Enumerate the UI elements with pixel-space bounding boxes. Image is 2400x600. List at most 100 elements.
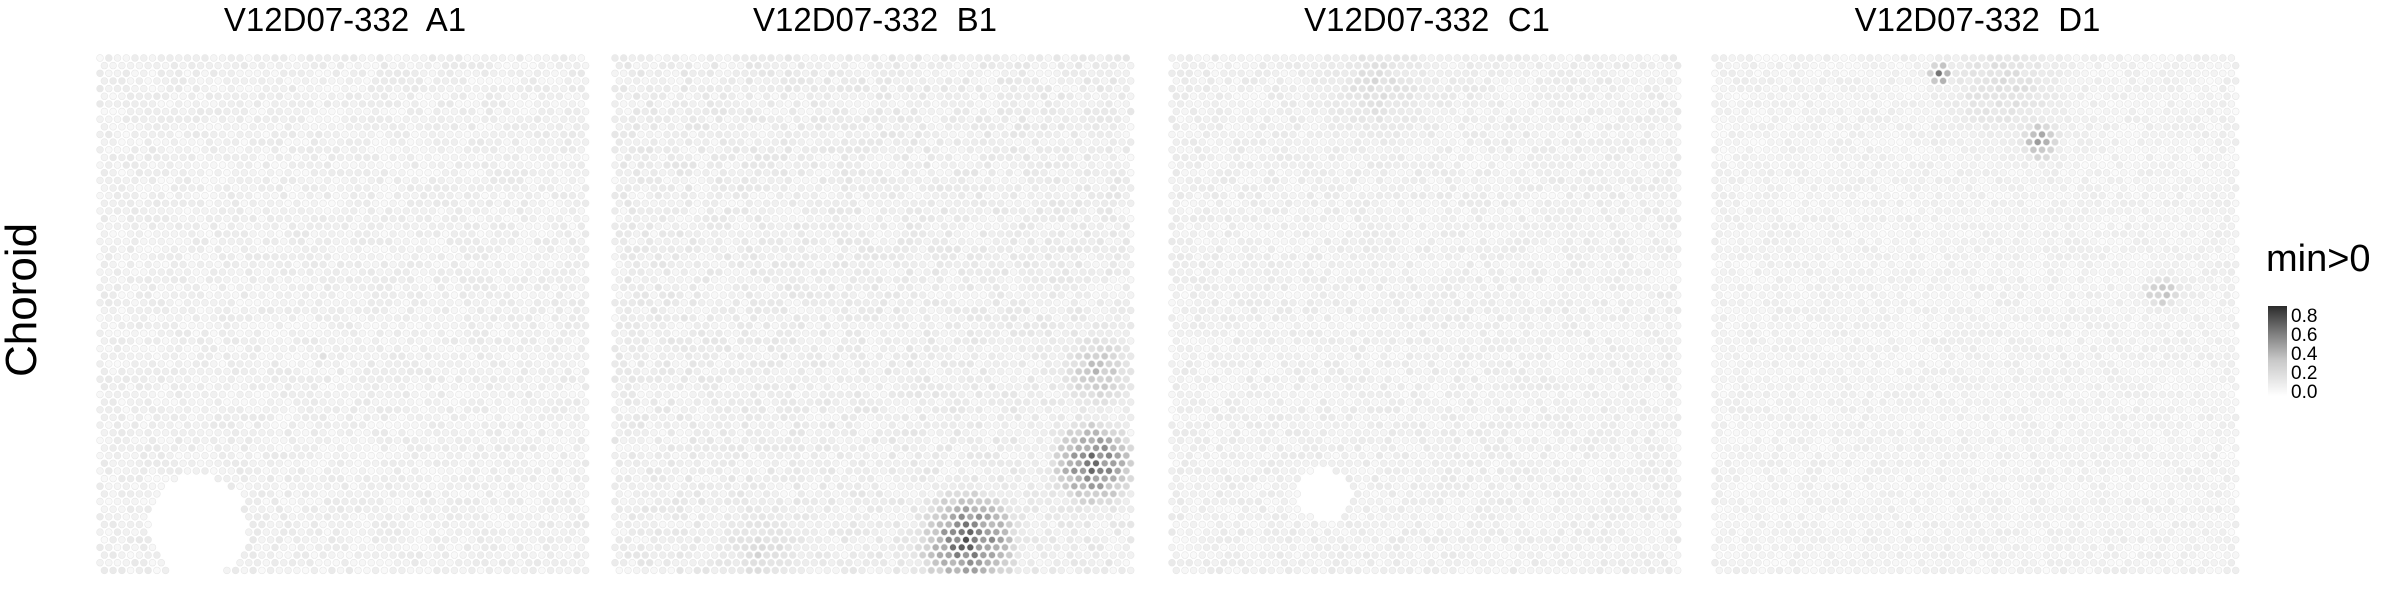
spot xyxy=(371,490,380,498)
spot xyxy=(367,375,375,383)
spot xyxy=(293,505,301,513)
spot xyxy=(166,161,174,169)
spot xyxy=(428,390,437,399)
spot xyxy=(1018,69,1026,78)
spot xyxy=(684,138,693,146)
spot xyxy=(564,520,572,529)
spot xyxy=(323,237,332,246)
spot xyxy=(363,551,371,559)
spot xyxy=(433,337,441,345)
spot xyxy=(306,161,314,169)
spot xyxy=(931,100,940,108)
spot xyxy=(441,505,450,513)
spot xyxy=(507,268,515,276)
spot xyxy=(135,184,144,192)
spot xyxy=(153,429,161,437)
spot xyxy=(490,268,498,276)
spot xyxy=(332,176,340,185)
spot xyxy=(910,92,918,100)
spot xyxy=(784,176,792,185)
spot xyxy=(227,406,236,414)
spot xyxy=(170,61,179,70)
spot xyxy=(551,436,559,445)
spot xyxy=(376,451,384,460)
spot xyxy=(542,283,550,292)
spot xyxy=(293,92,301,100)
spot xyxy=(560,390,568,399)
spot xyxy=(542,451,550,460)
spot xyxy=(148,329,157,337)
spot xyxy=(455,375,463,383)
spot xyxy=(823,107,831,116)
spot xyxy=(441,214,450,223)
spot xyxy=(157,314,166,322)
spot xyxy=(551,299,559,307)
spot xyxy=(271,543,279,552)
spot xyxy=(749,146,758,154)
spot xyxy=(122,528,131,536)
spot xyxy=(573,459,581,467)
spot xyxy=(367,146,375,154)
spot xyxy=(511,291,520,299)
spot xyxy=(332,482,340,490)
spot xyxy=(437,314,445,322)
spot xyxy=(266,245,275,253)
spot xyxy=(450,398,459,406)
spot xyxy=(446,467,454,475)
spot xyxy=(284,551,292,559)
spot xyxy=(745,169,753,177)
spot xyxy=(463,528,472,536)
spot xyxy=(175,329,183,337)
spot xyxy=(1044,115,1053,123)
spot xyxy=(350,528,358,536)
spot xyxy=(266,138,275,146)
spot xyxy=(560,191,568,200)
spot xyxy=(1022,61,1031,70)
spot xyxy=(420,390,428,399)
spot xyxy=(441,245,450,253)
spot xyxy=(918,199,927,208)
spot xyxy=(288,146,297,154)
spot xyxy=(210,222,218,230)
spot xyxy=(398,383,406,391)
spot xyxy=(923,191,931,200)
spot xyxy=(875,184,883,192)
spot xyxy=(428,421,437,429)
spot xyxy=(183,406,192,414)
spot xyxy=(680,191,688,200)
spot xyxy=(542,467,550,475)
spot xyxy=(641,153,649,162)
spot xyxy=(437,436,445,445)
spot xyxy=(931,54,940,62)
spot xyxy=(433,413,441,422)
spot xyxy=(306,314,314,322)
spot xyxy=(301,551,310,559)
spot xyxy=(126,520,135,529)
spot xyxy=(297,436,305,445)
spot xyxy=(280,482,288,490)
spot xyxy=(157,375,166,383)
spot xyxy=(788,214,797,223)
spot xyxy=(131,451,139,460)
spot xyxy=(144,444,152,452)
spot xyxy=(858,169,866,177)
spot xyxy=(262,467,270,475)
spot xyxy=(179,230,187,238)
spot xyxy=(849,138,857,146)
spot xyxy=(953,61,961,70)
spot xyxy=(542,268,550,276)
spot xyxy=(201,406,209,414)
spot xyxy=(632,138,641,146)
spot xyxy=(148,69,157,78)
spot xyxy=(481,237,489,246)
spot xyxy=(135,383,144,391)
spot xyxy=(455,436,463,445)
spot xyxy=(546,566,555,575)
spot xyxy=(363,276,371,284)
spot xyxy=(192,115,201,123)
spot xyxy=(310,505,319,513)
spot xyxy=(332,54,340,62)
spot xyxy=(498,482,507,490)
spot xyxy=(581,77,590,85)
spot xyxy=(280,497,288,506)
